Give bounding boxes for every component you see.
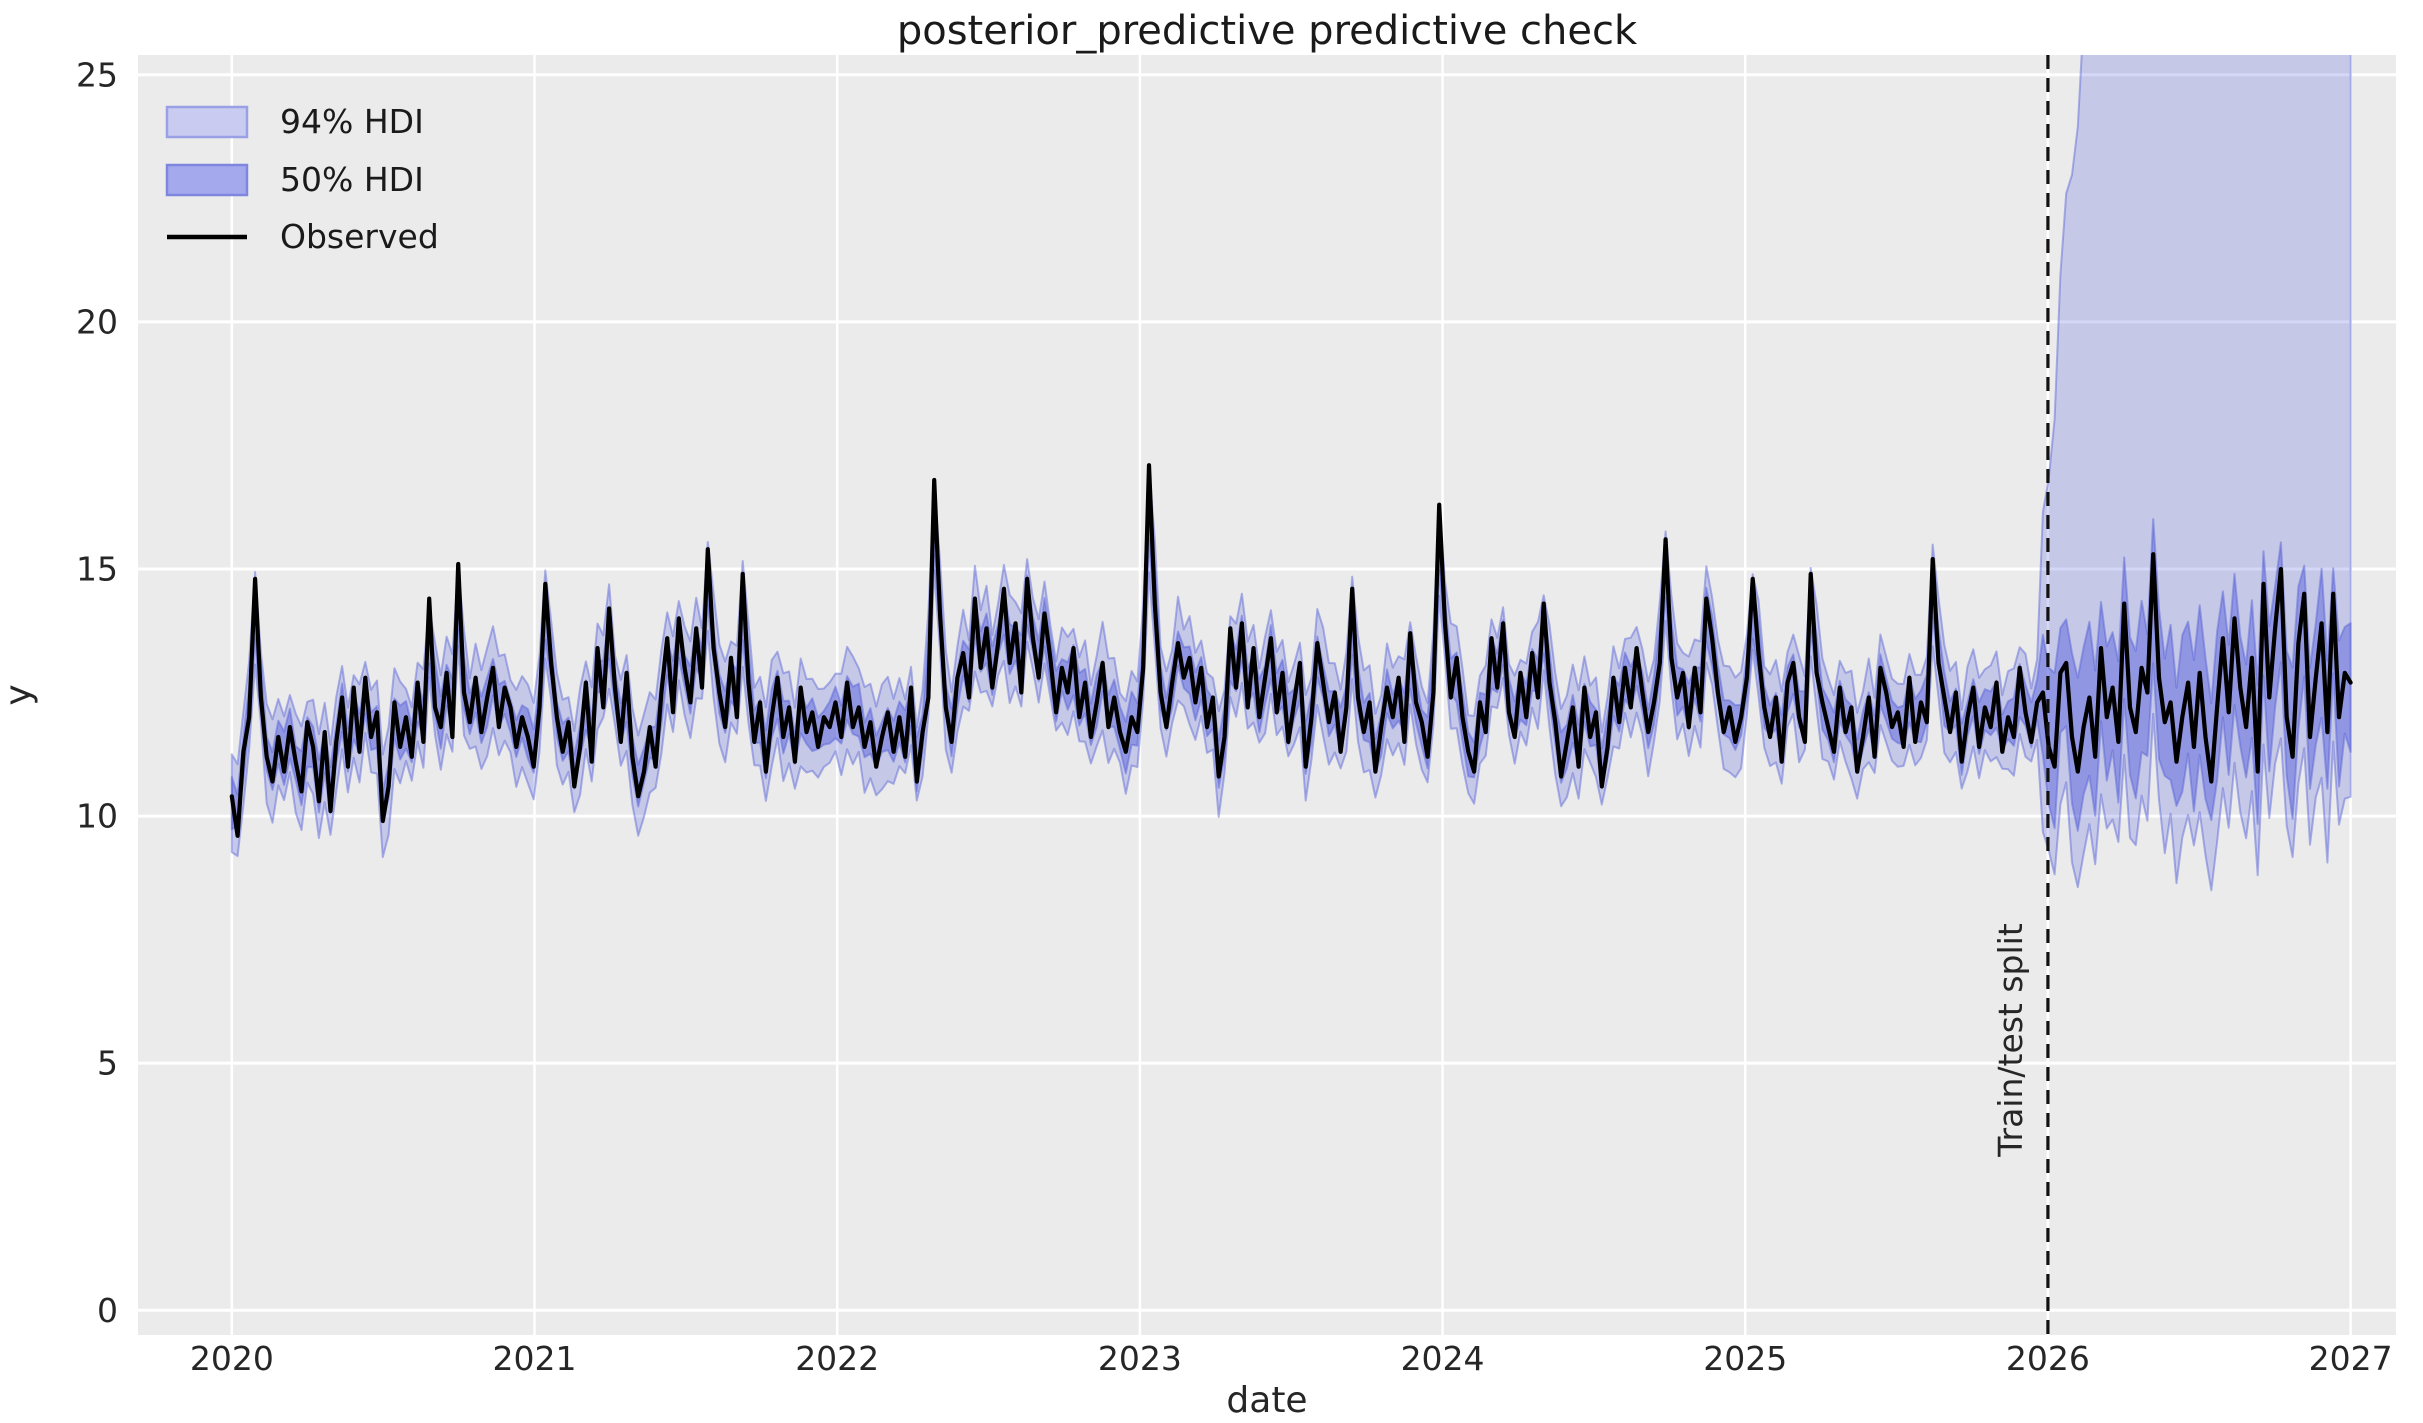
- y-tick-label: 15: [76, 549, 118, 588]
- x-tick-label: 2026: [2006, 1339, 2090, 1378]
- series-layer: [229, 55, 2353, 892]
- hdi50-legend-swatch: [165, 163, 249, 197]
- x-tick-label: 2027: [2309, 1339, 2393, 1378]
- y-tick-label: 25: [76, 55, 118, 94]
- x-tick-label: 2020: [190, 1339, 274, 1378]
- y-tick-label: 10: [76, 797, 118, 836]
- legend: 94% HDI 50% HDI Observed: [165, 102, 439, 256]
- observed-legend-label: Observed: [280, 217, 439, 256]
- y-tick-label: 0: [97, 1291, 118, 1330]
- x-tick-label: 2025: [1703, 1339, 1787, 1378]
- x-tick-label: 2024: [1401, 1339, 1485, 1378]
- observed-line: [229, 463, 2353, 838]
- train-test-split-label: Train/test split: [1991, 923, 2030, 1158]
- x-tick-label: 2023: [1098, 1339, 1182, 1378]
- hdi50-legend-label: 50% HDI: [280, 160, 424, 199]
- hdi94-legend-swatch: [165, 105, 249, 139]
- x-axis-label: date: [1226, 1380, 1307, 1421]
- y-tick-label: 20: [76, 302, 118, 341]
- y-axis-label: y: [0, 684, 39, 705]
- x-tick-label: 2021: [493, 1339, 577, 1378]
- y-tick-label: 5: [97, 1044, 118, 1083]
- hdi94-legend-label: 94% HDI: [280, 102, 424, 141]
- x-tick-label: 2022: [795, 1339, 879, 1378]
- chart-title: posterior_predictive predictive check: [897, 8, 1638, 54]
